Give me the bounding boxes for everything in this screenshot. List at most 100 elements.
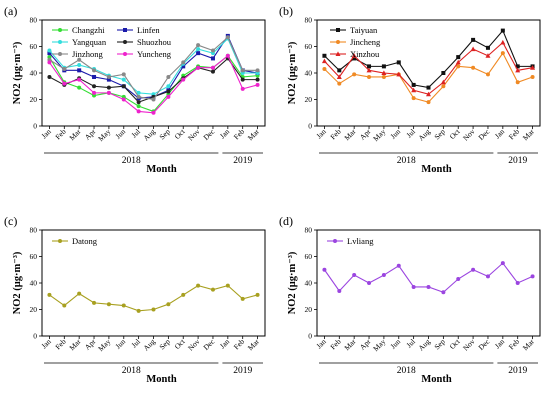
data-point: [210, 65, 215, 70]
legend-marker: [335, 51, 341, 56]
data-point: [485, 274, 490, 279]
data-point: [381, 70, 387, 75]
series-yuncheng: [47, 53, 260, 115]
data-point: [426, 85, 431, 90]
x-tick-label: May: [96, 337, 112, 353]
x-tick-label: Apr: [358, 337, 373, 352]
y-tick-label: 60: [30, 252, 38, 261]
series-jinzhong: [47, 35, 260, 102]
panel-label: (c): [4, 214, 17, 228]
data-point: [337, 68, 342, 73]
y-tick-label: 0: [33, 332, 37, 341]
data-point: [121, 97, 126, 102]
data-point: [240, 68, 245, 73]
data-point: [396, 263, 401, 268]
data-point: [47, 74, 52, 79]
x-tick-label: Jul: [404, 127, 417, 140]
y-tick-label: 40: [305, 279, 313, 288]
x-tick-label: Mar: [67, 127, 83, 143]
x-tick-label: Oct: [448, 126, 463, 141]
year-label: 2018: [122, 156, 141, 166]
y-tick-label: 20: [30, 305, 38, 314]
x-tick-label: May: [96, 127, 112, 143]
data-point: [322, 53, 327, 58]
data-point: [47, 48, 52, 53]
data-point: [411, 87, 417, 93]
x-tick-label: Mar: [67, 337, 83, 353]
x-tick-label: Sep: [432, 127, 446, 141]
data-point: [166, 89, 171, 94]
y-tick-label: 60: [30, 42, 38, 51]
series-lvliang: [322, 261, 535, 295]
panel-label: (a): [4, 4, 17, 18]
data-point: [166, 94, 171, 99]
x-tick-label: Dec: [476, 127, 491, 142]
data-point: [367, 74, 372, 79]
x-tick-label: Dec: [476, 337, 491, 352]
data-point: [92, 84, 97, 89]
y-tick-label: 20: [30, 95, 38, 104]
data-point: [441, 84, 446, 89]
x-tick-label: Aug: [416, 127, 432, 143]
x-tick-label: Jul: [129, 127, 142, 140]
x-tick-label: May: [371, 337, 387, 353]
x-tick-label: Dec: [201, 337, 216, 352]
data-point: [440, 79, 446, 85]
legend-label: Datong: [72, 236, 98, 246]
data-point: [396, 60, 401, 65]
data-point: [411, 96, 416, 101]
data-point: [367, 281, 372, 285]
data-point: [106, 74, 111, 79]
y-tick-label: 0: [308, 122, 312, 131]
data-point: [77, 291, 82, 296]
data-point: [352, 56, 357, 61]
data-point: [240, 86, 245, 91]
data-point: [106, 85, 111, 90]
x-tick-label: Nov: [461, 127, 477, 143]
data-point: [77, 85, 82, 90]
data-point: [136, 308, 141, 313]
data-point: [136, 90, 141, 95]
y-axis-title: NO2 (μg·m⁻³): [287, 251, 298, 314]
x-tick-label: Nov: [461, 337, 477, 353]
y-tick-label: 40: [305, 69, 313, 78]
x-tick-label: Jan: [218, 337, 232, 351]
data-point: [62, 303, 67, 308]
y-tick-label: 80: [30, 16, 38, 25]
data-point: [515, 64, 520, 69]
series-line: [49, 285, 258, 312]
x-tick-label: Apr: [358, 127, 373, 142]
data-point: [322, 267, 327, 272]
data-point: [366, 67, 372, 73]
legend-marker: [333, 239, 337, 243]
data-point: [240, 296, 245, 301]
data-point: [515, 281, 520, 285]
legend-label: Jincheng: [350, 37, 381, 47]
legend-entry: Linfen: [117, 25, 160, 35]
x-tick-label: Aug: [416, 337, 432, 353]
data-point: [515, 67, 521, 73]
data-point: [225, 53, 230, 58]
data-point: [456, 277, 461, 282]
x-tick-label: Apr: [83, 127, 98, 142]
data-point: [166, 84, 171, 89]
plot-frame: [316, 19, 541, 127]
x-tick-label: Oct: [173, 336, 188, 351]
legend-marker: [58, 28, 62, 32]
legend-marker: [123, 40, 127, 44]
x-tick-label: Jul: [404, 337, 417, 350]
data-point: [210, 287, 215, 292]
x-tick-label: Jan: [314, 337, 328, 351]
y-tick-label: 40: [30, 69, 38, 78]
x-tick-label: Oct: [173, 126, 188, 141]
data-point: [151, 97, 156, 102]
year-label: 2018: [122, 366, 141, 376]
data-point: [181, 292, 186, 297]
data-point: [530, 274, 535, 279]
legend-marker: [336, 40, 340, 44]
data-point: [321, 58, 327, 64]
x-tick-label: Jan: [218, 127, 232, 141]
legend-entry: Jincheng: [330, 37, 381, 47]
